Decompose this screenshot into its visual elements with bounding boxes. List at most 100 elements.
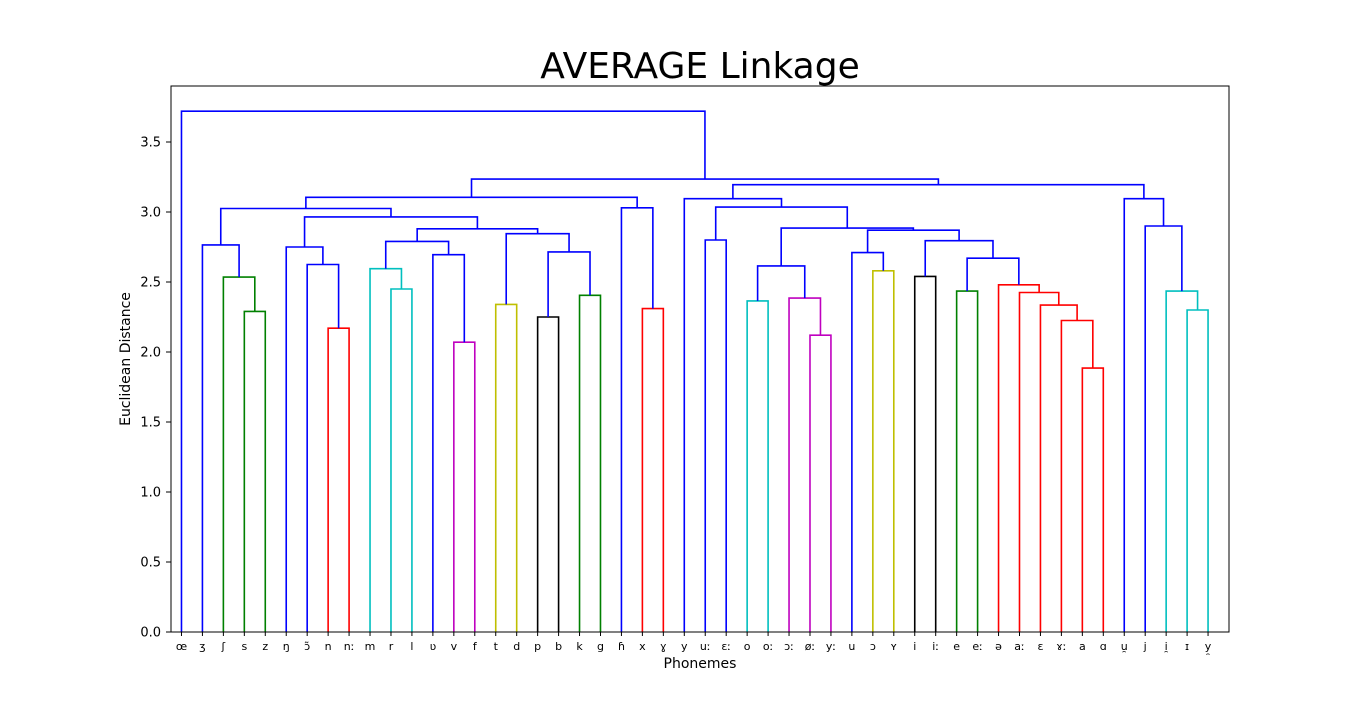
y-axis-title: Euclidean Distance — [118, 292, 134, 426]
leaf-label-19: k — [576, 640, 583, 653]
dendrogram-link-17 — [303, 216, 479, 247]
dendrogram-link-18 — [219, 207, 392, 245]
leaf-label-8: nː — [344, 640, 355, 653]
dendrogram-link-15 — [505, 232, 570, 305]
leaf-label-45: u̯ — [1121, 640, 1128, 653]
leaf-label-28: oː — [763, 640, 773, 653]
leaf-label-46: j — [1143, 640, 1147, 653]
leaf-label-26: ɛː — [721, 640, 731, 653]
dendrogram-link-23 — [746, 300, 769, 632]
dendrogram-link-33 — [1039, 304, 1078, 632]
leaf-label-2: ʃ — [221, 640, 226, 653]
dendrogram-link-19 — [641, 307, 665, 632]
leaf-label-38: eː — [972, 640, 982, 653]
leaf-label-32: u — [848, 640, 855, 653]
dendrogram-link-46 — [732, 183, 1145, 199]
leaf-label-29: ɔː — [784, 640, 794, 653]
leaf-label-9: m — [365, 640, 376, 653]
leaf-label-14: f — [473, 640, 478, 653]
y-tick-label-3: 1.5 — [140, 416, 161, 431]
y-tick-label-0: 0.0 — [140, 626, 161, 641]
dendrogram-link-45 — [1123, 197, 1165, 632]
leaf-label-39: ə — [995, 640, 1002, 653]
leaf-label-48: ɪ — [1185, 640, 1189, 653]
y-tick-label-2: 1.0 — [140, 486, 161, 501]
leaf-label-47: i̯ — [1164, 640, 1168, 653]
dendrogram-link-26 — [756, 265, 806, 301]
dendrogram-link-12 — [536, 316, 560, 632]
leaf-label-35: i — [913, 640, 916, 653]
leaf-label-41: ɛ — [1037, 640, 1043, 653]
leaf-label-31: yː — [826, 640, 836, 653]
x-axis: œ ʒ ʃ s z ŋ ɔ̃ n nː m r l ʋ v f t d p b k g ɦ x ɣ y uː ɛː o oː ɔː øː yː… — [176, 632, 1212, 655]
dendrogram-link-48 — [180, 110, 706, 632]
dendrogram-link-1 — [222, 276, 256, 632]
leaf-label-25: uː — [700, 640, 711, 653]
leaf-label-44: ɑ — [1100, 640, 1107, 653]
dendrogram-link-39 — [780, 227, 915, 266]
dendrogram-link-44 — [1144, 225, 1183, 632]
y-tick-label-4: 2.0 — [140, 346, 161, 361]
leaf-label-49: y̯ — [1205, 640, 1212, 655]
dendrogram-link-22 — [704, 239, 727, 632]
x-axis-title: Phonemes — [664, 656, 737, 672]
leaf-label-17: p — [534, 640, 541, 653]
y-tick-label-6: 3.0 — [140, 206, 161, 221]
leaf-label-12: ʋ — [430, 640, 437, 653]
dendrogram-link-3 — [327, 327, 350, 632]
leaf-label-6: ɔ̃ — [304, 640, 310, 653]
leaf-label-30: øː — [805, 640, 815, 653]
leaf-label-23: ɣ — [660, 640, 667, 653]
dendrogram-link-21 — [305, 196, 638, 209]
dendrogram-link-8 — [453, 341, 476, 632]
leaf-label-1: ʒ — [199, 640, 205, 653]
dendrogram-link-29 — [913, 275, 937, 632]
leaf-label-21: ɦ — [618, 640, 625, 653]
leaf-label-5: ŋ — [283, 640, 290, 653]
dendrogram-link-24 — [809, 334, 832, 632]
leaf-label-0: œ — [176, 640, 187, 653]
dendrogram-link-47 — [470, 178, 940, 198]
leaf-label-42: ɤː — [1056, 640, 1066, 653]
leaf-label-18: b — [555, 640, 562, 653]
leaf-label-27: o — [744, 640, 751, 653]
dendrogram-link-6 — [390, 288, 413, 632]
leaf-label-13: v — [451, 640, 458, 653]
leaf-label-36: iː — [932, 640, 939, 653]
chart-title: AVERAGE Linkage — [540, 46, 859, 87]
dendrogram-link-36 — [966, 257, 1020, 292]
leaf-label-33: ɔ — [870, 640, 876, 653]
dendrogram-link-42 — [1186, 309, 1209, 632]
dendrogram-link-9 — [432, 253, 466, 632]
leaf-label-40: aː — [1014, 640, 1024, 653]
leaf-label-7: n — [325, 640, 332, 653]
plot-frame — [170, 85, 1230, 633]
dendrogram-link-2 — [201, 244, 240, 632]
dendrogram-link-32 — [1060, 319, 1094, 632]
leaf-label-4: z — [262, 640, 268, 653]
y-tick-label-7: 3.5 — [140, 136, 161, 151]
leaf-label-37: e — [953, 640, 960, 653]
leaf-label-11: l — [410, 640, 413, 653]
dendrogram-link-25 — [788, 297, 822, 632]
y-axis: 0.0 0.5 1.0 1.5 2.0 2.5 3.0 3.5 — [140, 136, 171, 641]
leaf-label-22: x — [639, 640, 646, 653]
dendrogram-link-5 — [285, 246, 324, 632]
leaf-label-34: ʏ — [890, 640, 897, 653]
dendrogram-link-28 — [851, 251, 885, 632]
dendrogram-link-31 — [1081, 367, 1105, 632]
dendrogram-link-43 — [1165, 290, 1199, 632]
dendrogram-link-34 — [1018, 291, 1060, 632]
dendrogram-link-4 — [306, 263, 340, 632]
y-tick-label-5: 2.5 — [140, 276, 161, 291]
dendrogram-link-7 — [369, 267, 403, 632]
dendrogram-link-13 — [578, 294, 602, 632]
dendrogram-link-14 — [547, 251, 591, 317]
dendrogram-link-27 — [872, 270, 895, 632]
dendrogram-link-20 — [620, 207, 654, 632]
leaf-label-20: g — [597, 640, 604, 653]
leaf-label-43: a — [1079, 640, 1086, 653]
dendrogram-link-0 — [243, 310, 267, 632]
dendrogram-link-16 — [416, 228, 539, 242]
